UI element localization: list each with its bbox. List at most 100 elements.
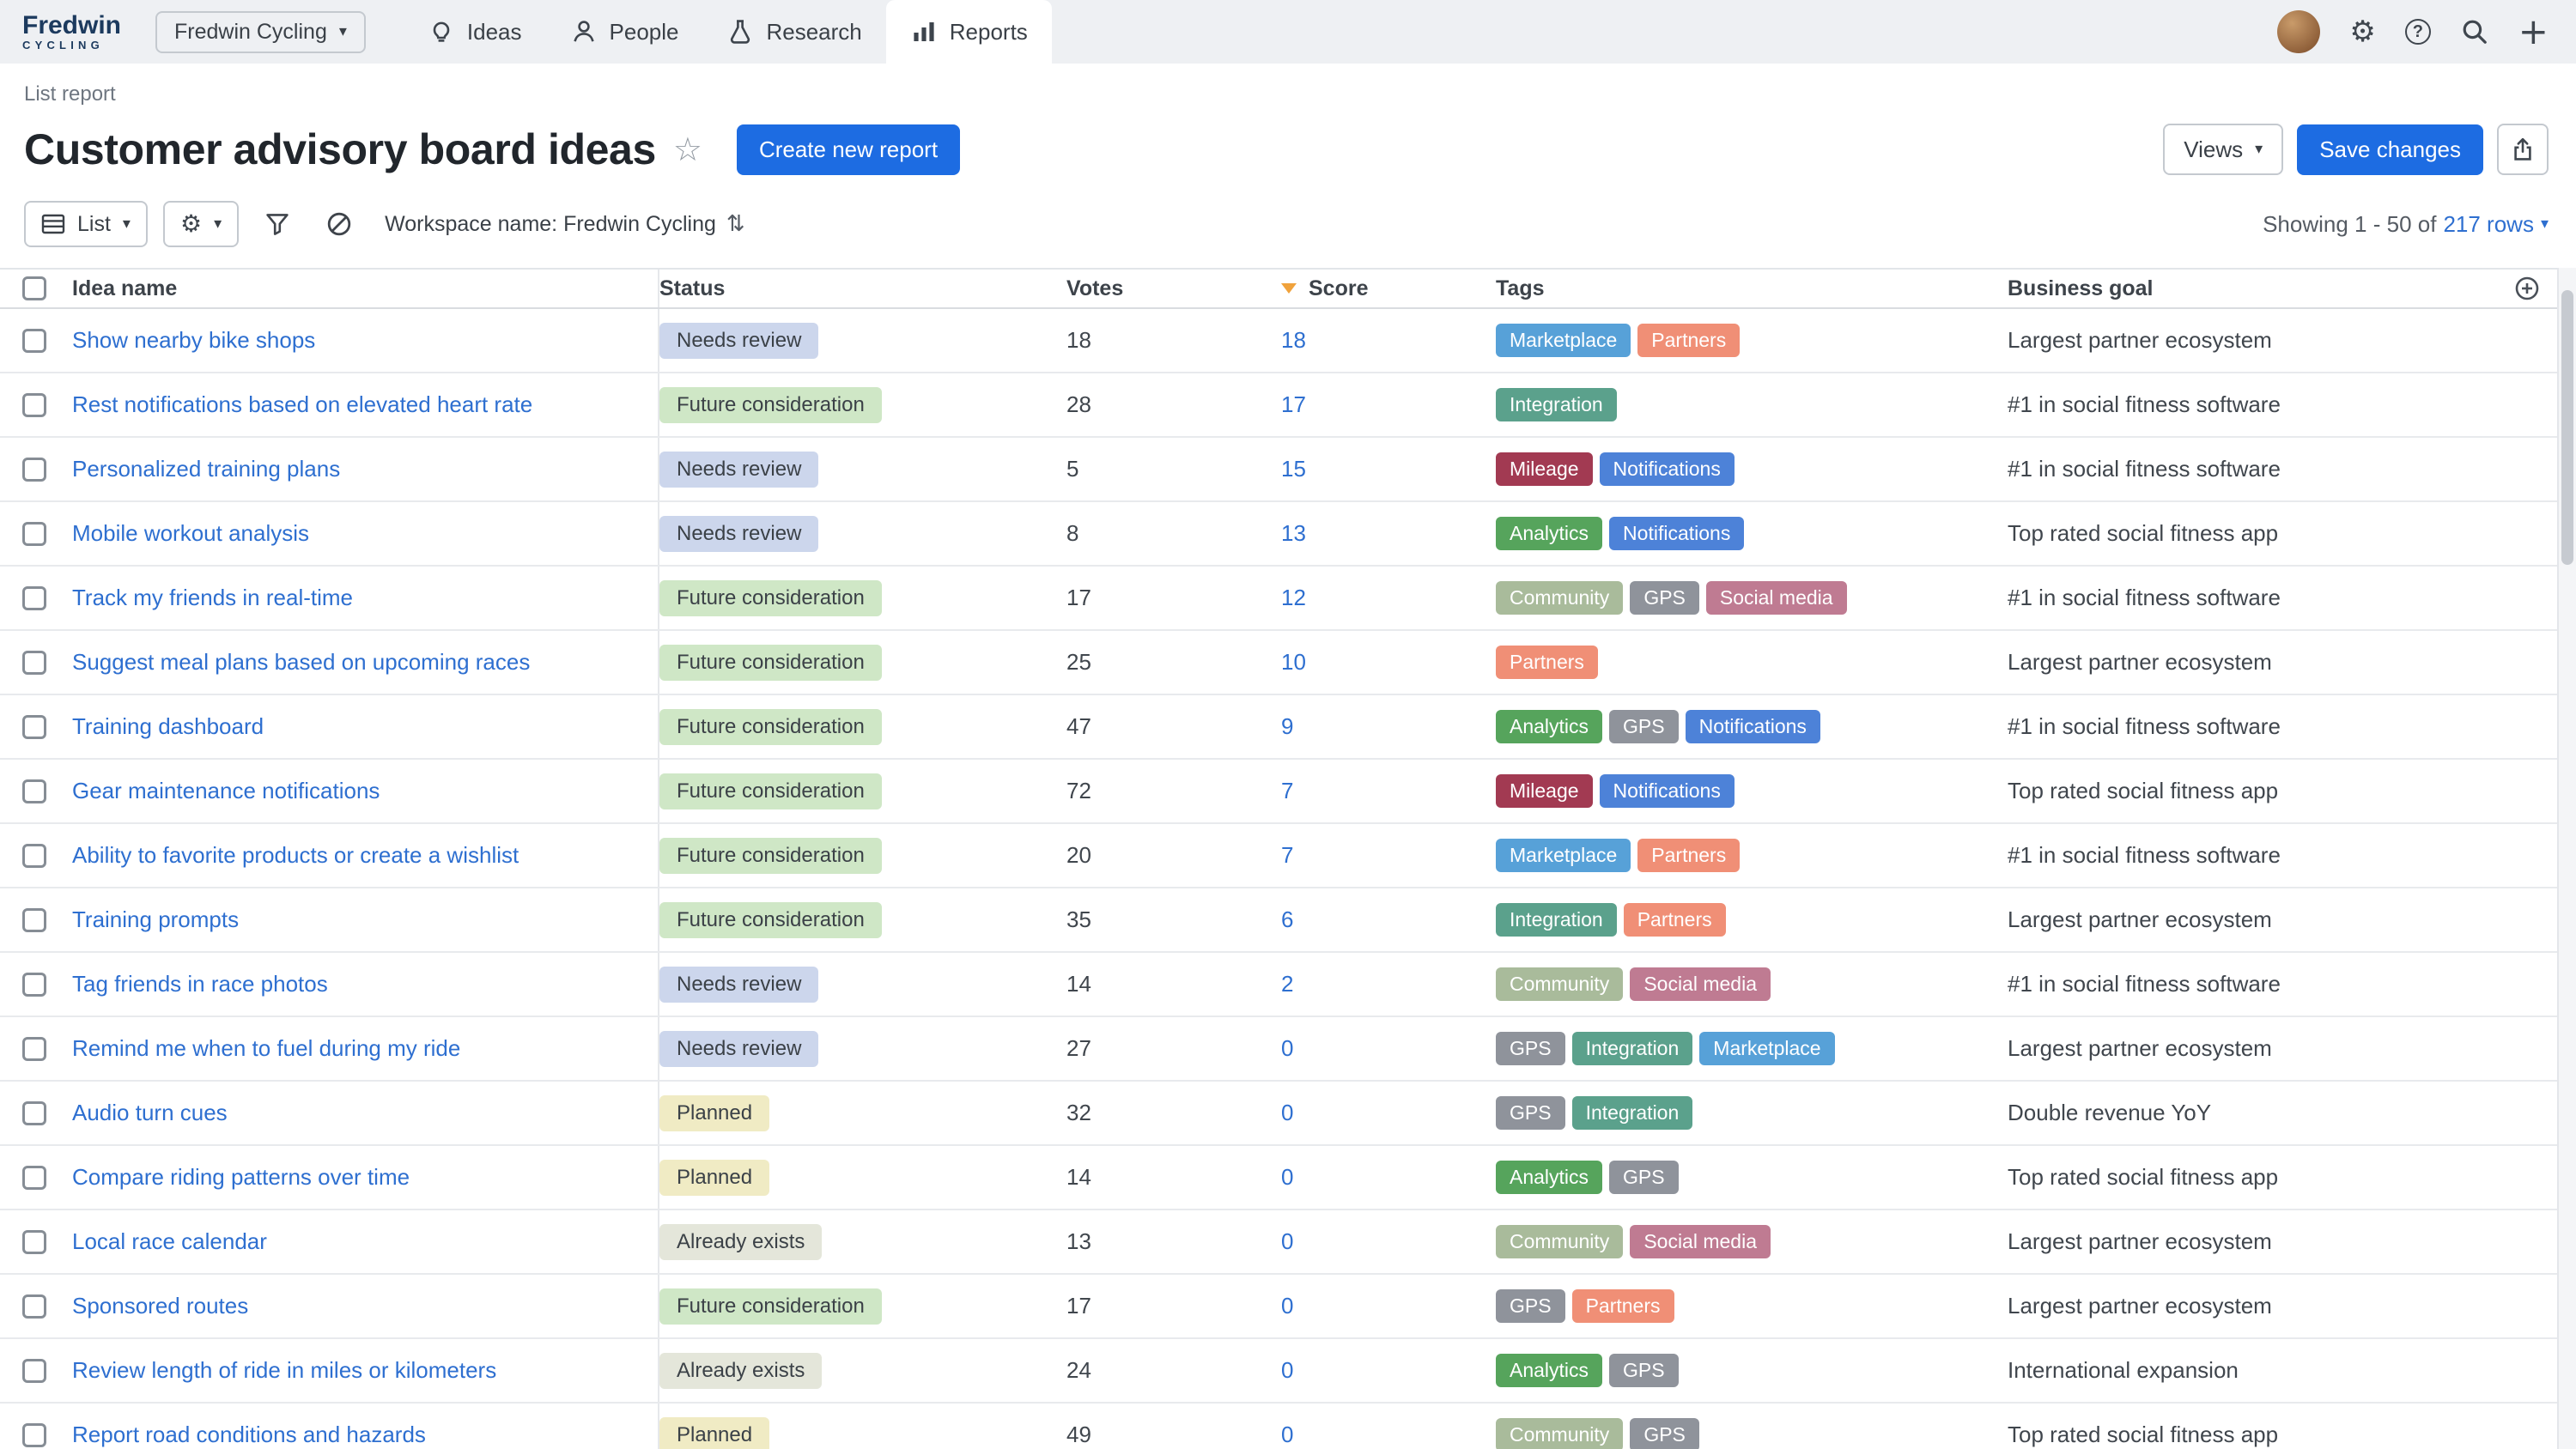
idea-name-link[interactable]: Suggest meal plans based on upcoming rac…	[72, 649, 531, 675]
view-type-button[interactable]: List ▾	[24, 201, 148, 247]
score-link[interactable]: 0	[1281, 1035, 1294, 1061]
votes-value: 20	[1066, 842, 1091, 868]
score-link[interactable]: 10	[1281, 649, 1306, 675]
row-checkbox[interactable]	[22, 907, 46, 932]
filter-button[interactable]	[254, 201, 301, 247]
row-checkbox[interactable]	[22, 585, 46, 610]
column-header-business-goal[interactable]: Business goal	[2008, 270, 2557, 307]
save-changes-button[interactable]: Save changes	[2297, 124, 2483, 175]
idea-name-link[interactable]: Mobile workout analysis	[72, 520, 310, 546]
idea-name-link[interactable]: Compare riding patterns over time	[72, 1164, 410, 1190]
idea-name-link[interactable]: Tag friends in race photos	[72, 971, 328, 997]
view-type-label: List	[77, 211, 111, 236]
column-header-tags[interactable]: Tags	[1496, 270, 2008, 307]
score-link[interactable]: 9	[1281, 713, 1294, 739]
row-checkbox[interactable]	[22, 843, 46, 868]
row-checkbox[interactable]	[22, 328, 46, 353]
score-link[interactable]: 7	[1281, 778, 1294, 803]
score-link[interactable]: 18	[1281, 327, 1306, 353]
votes-value: 17	[1066, 585, 1091, 610]
row-checkbox[interactable]	[22, 1100, 46, 1125]
tag-badge: Integration	[1571, 1032, 1693, 1065]
tags-cell: GPS Integration Marketplace	[1496, 1017, 2008, 1080]
score-link[interactable]: 13	[1281, 520, 1306, 546]
row-checkbox-cell	[0, 502, 72, 565]
score-link[interactable]: 12	[1281, 585, 1306, 610]
idea-name-link[interactable]: Rest notifications based on elevated hea…	[72, 391, 533, 417]
idea-name-link[interactable]: Show nearby bike shops	[72, 327, 316, 353]
workspace-filter-label: Workspace name: Fredwin Cycling	[385, 211, 716, 236]
tag-badge: Community	[1496, 1225, 1624, 1258]
nav-item-reports[interactable]: Reports	[885, 0, 1052, 64]
row-checkbox[interactable]	[22, 650, 46, 675]
idea-name-link[interactable]: Review length of ride in miles or kilome…	[72, 1357, 497, 1383]
column-header-idea-name[interactable]: Idea name	[72, 270, 659, 307]
row-checkbox[interactable]	[22, 1036, 46, 1061]
idea-name-link[interactable]: Remind me when to fuel during my ride	[72, 1035, 461, 1061]
score-link[interactable]: 17	[1281, 391, 1306, 417]
nav-item-people[interactable]: People	[546, 0, 703, 64]
column-header-status[interactable]: Status	[659, 270, 1066, 307]
chevron-down-icon[interactable]: ▾	[2540, 215, 2549, 233]
idea-name-link[interactable]: Ability to favorite products or create a…	[72, 842, 519, 868]
share-button[interactable]	[2497, 124, 2549, 175]
score-link[interactable]: 0	[1281, 1164, 1294, 1190]
row-checkbox[interactable]	[22, 392, 46, 417]
row-checkbox[interactable]	[22, 714, 46, 739]
avatar[interactable]	[2277, 10, 2321, 53]
row-checkbox[interactable]	[22, 1422, 46, 1447]
scrollbar-thumb[interactable]	[2561, 290, 2573, 565]
row-checkbox[interactable]	[22, 779, 46, 803]
row-checkbox[interactable]	[22, 457, 46, 482]
score-link[interactable]: 0	[1281, 1100, 1294, 1125]
score-link[interactable]: 2	[1281, 971, 1294, 997]
idea-name-link[interactable]: Gear maintenance notifications	[72, 778, 380, 803]
gear-icon[interactable]: ⚙	[2349, 15, 2376, 49]
votes-value: 32	[1066, 1100, 1091, 1125]
idea-name-link[interactable]: Training prompts	[72, 906, 240, 932]
score-link[interactable]: 0	[1281, 1357, 1294, 1383]
idea-name-link[interactable]: Training dashboard	[72, 713, 264, 739]
workspace-filter[interactable]: Workspace name: Fredwin Cycling ⇅	[385, 211, 745, 237]
nav-item-research[interactable]: Research	[702, 0, 885, 64]
score-link[interactable]: 0	[1281, 1422, 1294, 1447]
idea-name-link[interactable]: Local race calendar	[72, 1228, 267, 1254]
idea-name-link[interactable]: Sponsored routes	[72, 1293, 249, 1319]
row-checkbox[interactable]	[22, 521, 46, 546]
score-link[interactable]: 7	[1281, 842, 1294, 868]
row-checkbox[interactable]	[22, 1294, 46, 1319]
select-all-checkbox[interactable]	[22, 276, 46, 300]
brand-logo[interactable]: Fredwin CYCLING	[22, 0, 121, 64]
idea-name-link[interactable]: Personalized training plans	[72, 456, 341, 482]
add-column-button[interactable]	[2514, 276, 2540, 301]
plus-icon[interactable]: +	[2518, 10, 2549, 52]
row-checkbox[interactable]	[22, 972, 46, 997]
row-checkbox[interactable]	[22, 1165, 46, 1190]
idea-name-link[interactable]: Report road conditions and hazards	[72, 1422, 426, 1447]
nav-item-ideas[interactable]: Ideas	[404, 0, 546, 64]
score-cell: 10	[1281, 631, 1496, 694]
create-new-report-button[interactable]: Create new report	[736, 124, 961, 175]
help-icon[interactable]: ?	[2404, 19, 2431, 45]
column-header-votes[interactable]: Votes	[1066, 270, 1281, 307]
score-link[interactable]: 6	[1281, 906, 1294, 932]
idea-name-link[interactable]: Audio turn cues	[72, 1100, 228, 1125]
views-button[interactable]: Views ▾	[2163, 124, 2284, 175]
row-checkbox[interactable]	[22, 1358, 46, 1383]
table-row: Show nearby bike shops Needs review 18 18 Ma…	[0, 309, 2557, 373]
exclude-filter-button[interactable]	[316, 201, 362, 247]
row-checkbox-cell	[0, 631, 72, 694]
score-link[interactable]: 0	[1281, 1293, 1294, 1319]
score-link[interactable]: 15	[1281, 456, 1306, 482]
search-icon[interactable]	[2460, 17, 2489, 46]
row-checkbox[interactable]	[22, 1229, 46, 1254]
settings-button[interactable]: ⚙ ▾	[162, 201, 240, 247]
workspace-selector[interactable]: Fredwin Cycling ▾	[155, 10, 366, 53]
column-header-score[interactable]: Score	[1281, 270, 1496, 307]
favorite-star-icon[interactable]: ☆	[672, 130, 702, 168]
idea-name-link[interactable]: Track my friends in real-time	[72, 585, 353, 610]
rows-count-link[interactable]: 217 rows	[2443, 210, 2534, 237]
vertical-scrollbar[interactable]	[2557, 268, 2576, 1449]
score-link[interactable]: 0	[1281, 1228, 1294, 1254]
idea-name-cell: Rest notifications based on elevated hea…	[72, 373, 659, 436]
